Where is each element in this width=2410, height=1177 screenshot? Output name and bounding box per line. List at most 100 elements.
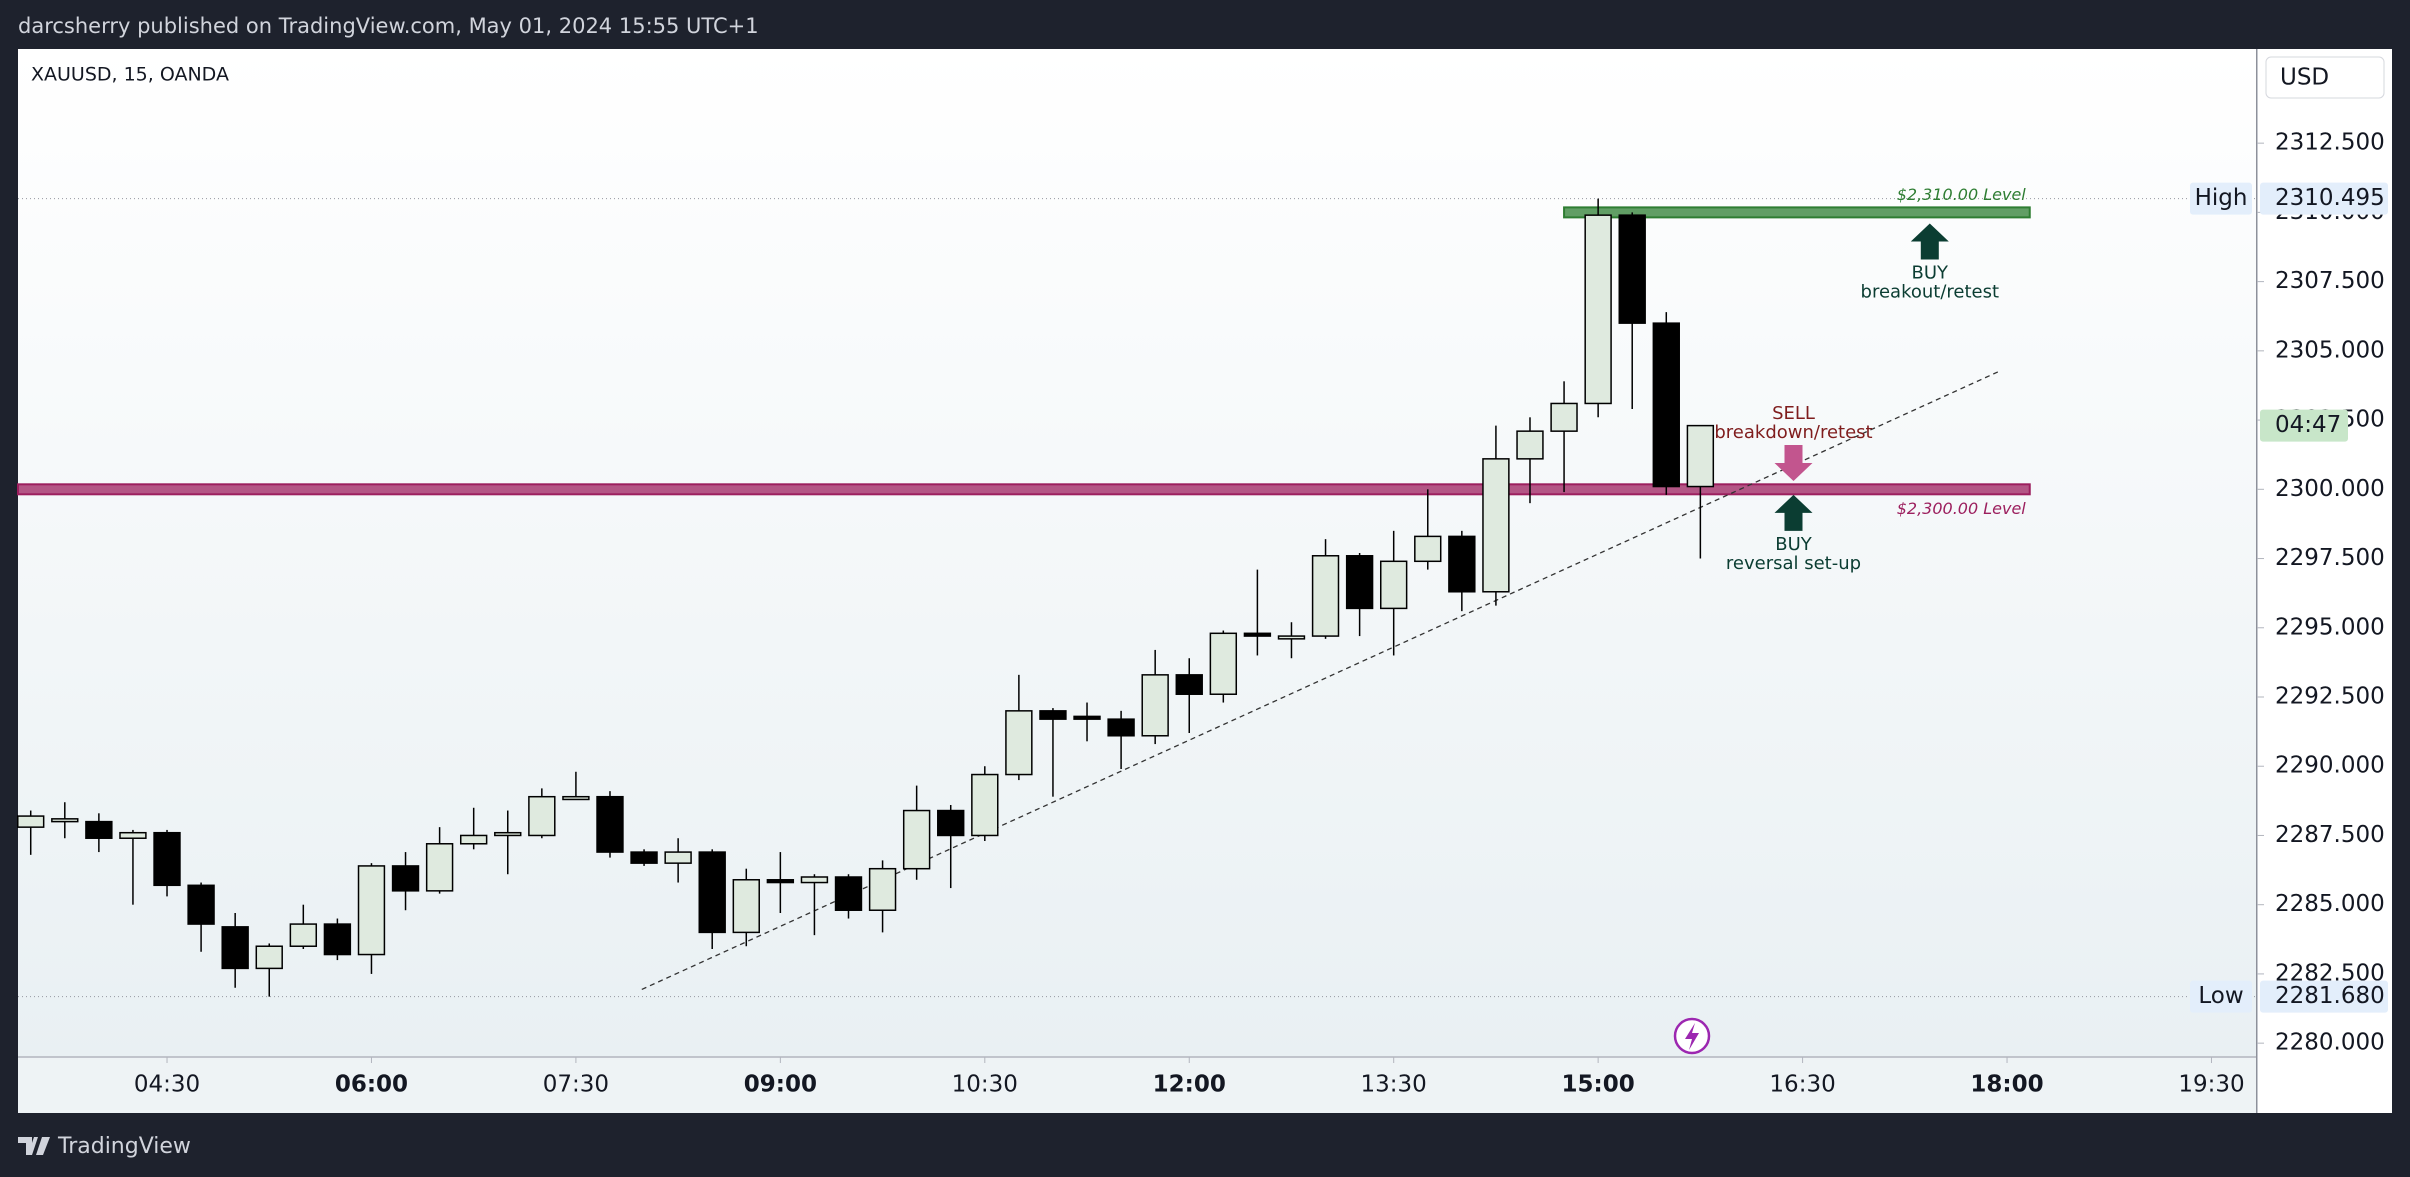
footer-logo (18, 1137, 50, 1155)
y-tick-label: 2292.500 (2275, 684, 2385, 710)
level-label: $2,310.00 Level (1897, 185, 2027, 204)
y-tick-label: 2290.000 (2275, 753, 2385, 779)
lightning-icon[interactable] (1673, 1017, 1711, 1055)
candle-body (1311, 555, 1340, 637)
candle-body (664, 851, 692, 864)
price-tag-name: High (2195, 185, 2248, 211)
candle-body (868, 867, 897, 911)
chart-layer: 2280.0002282.5002285.0002287.5002290.000… (17, 130, 2388, 1098)
price-tag-name: Low (2198, 983, 2243, 1009)
price-tag-name-box (2190, 980, 2252, 1013)
header-title: darcsherry published on TradingView.com,… (18, 14, 759, 38)
x-tick-label: 19:30 (2178, 1072, 2244, 1098)
candle-body (459, 834, 488, 845)
candle-body (1107, 718, 1135, 737)
candle-body (1277, 635, 1306, 640)
candle-body (289, 923, 318, 947)
candle-body (937, 809, 965, 837)
candle-body (51, 818, 79, 823)
currency-box[interactable] (2265, 56, 2385, 99)
candle-body (1209, 632, 1238, 695)
candle-body (1345, 555, 1374, 610)
candle-body (1652, 322, 1680, 488)
candle-body (323, 923, 352, 956)
currency: USD (2280, 65, 2329, 91)
y-tick-label: 2312.500 (2275, 130, 2385, 156)
x-tick-label: 06:00 (335, 1072, 408, 1098)
candle-body (971, 773, 999, 837)
y-tick-label: 2280.000 (2275, 1030, 2385, 1056)
price-tag-value: 2310.495 (2275, 185, 2385, 211)
y-tick-label: 2287.500 (2275, 822, 2385, 848)
candle-body (1005, 710, 1033, 776)
price-tag-value-box (2260, 980, 2388, 1013)
symbol: XAUUSD, 15, OANDA (31, 64, 229, 86)
candle-body (425, 843, 454, 892)
candle-body (630, 851, 658, 864)
price-tag-value: 2281.680 (2275, 983, 2385, 1009)
candle-body (732, 879, 760, 934)
signal-text: BUY (1912, 262, 1950, 283)
candle-body (1243, 632, 1272, 637)
candle-body (85, 820, 113, 839)
signal-text: reversal set-up (1726, 553, 1861, 574)
candle-body (391, 865, 420, 892)
candle-body (1039, 710, 1067, 720)
candle-body (17, 815, 45, 828)
candle-body (698, 851, 726, 934)
level-label: $2,300.00 Level (1897, 499, 2027, 518)
y-tick-label: 2307.500 (2275, 268, 2385, 294)
countdown-box (2260, 409, 2348, 442)
candle-body (1686, 424, 1715, 488)
candle-body (834, 876, 863, 911)
candle-body (1584, 214, 1612, 405)
logo-mark (18, 1137, 50, 1155)
y-tick-label: 2285.000 (2275, 891, 2385, 917)
candle-body (1482, 458, 1510, 593)
candle-body (1618, 214, 1646, 324)
signal-text: breakdown/retest (1714, 422, 1872, 443)
y-axis-area (2257, 49, 2392, 1113)
signal-text: breakout/retest (1861, 281, 2000, 302)
candle-body (221, 926, 249, 970)
icon-bolt (1685, 1023, 1699, 1050)
candle-body (1448, 535, 1476, 593)
x-tick-label: 18:00 (1970, 1072, 2043, 1098)
y-tick-label: 2300.000 (2275, 476, 2385, 502)
x-tick-label: 13:30 (1361, 1072, 1427, 1098)
footer-brand: TradingView (57, 1134, 191, 1159)
candle-body (255, 945, 283, 970)
signal-arrow (1774, 445, 1813, 481)
candle-body (494, 831, 522, 837)
countdown: 04:47 (2275, 412, 2341, 438)
x-tick-label: 07:30 (543, 1072, 609, 1098)
y-tick-label: 2297.500 (2275, 545, 2385, 571)
candle-body (1141, 674, 1169, 737)
candle-body (800, 876, 829, 884)
candle-body (153, 831, 181, 887)
y-tick-label: 2305.000 (2275, 337, 2385, 363)
candle-body (1073, 715, 1101, 720)
x-tick-label: 09:00 (744, 1072, 817, 1098)
y-tick-label: 2295.000 (2275, 614, 2385, 640)
x-tick-label: 15:00 (1562, 1072, 1635, 1098)
level-band (17, 483, 2031, 496)
candle-body (766, 879, 795, 884)
price-tag-value-box (2260, 182, 2388, 215)
x-tick-label: 04:30 (134, 1072, 200, 1098)
candle-body (119, 831, 147, 839)
x-axis-area (18, 1057, 2256, 1113)
candle-body (357, 865, 386, 956)
candle-body (528, 795, 556, 837)
candle-body (1516, 430, 1544, 460)
candle-body (1550, 402, 1578, 432)
candle-body (596, 795, 624, 853)
signal-text: BUY (1775, 534, 1813, 555)
candle-body (1175, 674, 1203, 695)
x-tick-label: 10:30 (952, 1072, 1018, 1098)
candle-body (1414, 535, 1442, 563)
candle-body (902, 809, 931, 870)
